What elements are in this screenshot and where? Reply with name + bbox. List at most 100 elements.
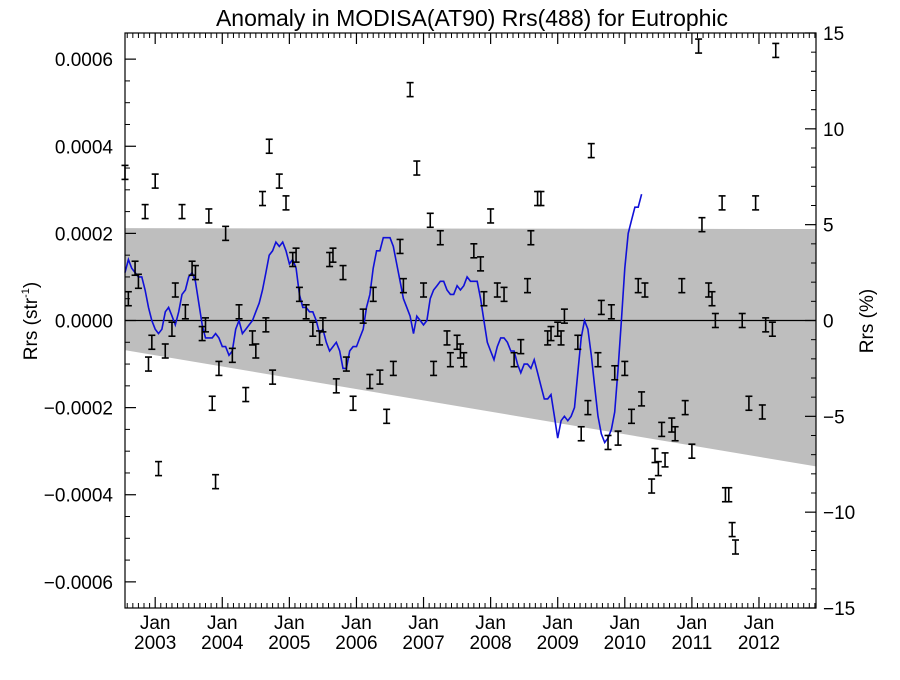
data-point <box>500 286 508 303</box>
smoothed-line-layer <box>124 193 643 445</box>
y-axis-left-label: Rrs (str-1) <box>20 282 42 360</box>
data-point <box>544 330 552 346</box>
data-point <box>202 317 210 333</box>
x-tick-year-label: 2006 <box>335 633 377 654</box>
data-point <box>376 369 384 385</box>
data-point <box>537 190 545 207</box>
data-point <box>242 386 250 403</box>
x-tick-month-label: Jan <box>140 613 171 634</box>
data-point <box>430 360 438 377</box>
data-point <box>574 334 582 351</box>
data-point <box>678 277 686 294</box>
y-right-tick-label: 5 <box>823 216 834 237</box>
data-point <box>705 282 713 298</box>
data-point <box>134 273 142 290</box>
data-point <box>654 460 662 477</box>
y-right-tick-label: −10 <box>823 503 855 524</box>
data-point <box>383 408 391 425</box>
data-point <box>181 303 189 320</box>
data-point <box>758 404 766 420</box>
data-point <box>681 399 689 416</box>
y-right-tick-label: −15 <box>823 599 855 620</box>
data-point <box>614 430 622 446</box>
x-tick-year-label: 2003 <box>134 633 176 654</box>
data-point <box>282 195 290 211</box>
data-point <box>641 282 649 298</box>
data-point <box>711 312 719 329</box>
data-point <box>460 351 468 368</box>
data-point <box>621 360 629 377</box>
data-point <box>326 251 334 268</box>
data-point <box>269 369 277 385</box>
y-left-tick-label: −0.0004 <box>44 486 114 507</box>
data-point <box>762 317 770 333</box>
x-tick-year-label: 2007 <box>402 633 444 654</box>
data-point <box>259 190 267 207</box>
data-point <box>480 290 488 307</box>
axes-layer: −0.0006 −0.0004 −0.0002 0.0000 0.0002 0.0004 0… <box>44 24 855 654</box>
data-point <box>342 356 350 372</box>
data-point <box>436 229 444 246</box>
data-point <box>628 408 636 425</box>
data-point <box>607 303 615 320</box>
data-point <box>708 290 716 307</box>
data-point <box>453 334 461 351</box>
data-point <box>725 486 733 503</box>
data-point <box>648 478 656 494</box>
x-tick-month-label: Jan <box>274 613 305 634</box>
data-point <box>389 360 397 377</box>
data-point <box>772 42 780 59</box>
data-point <box>634 277 642 294</box>
data-point <box>349 395 357 412</box>
data-point <box>178 203 186 220</box>
data-point <box>228 347 236 364</box>
x-tick-month-label: Jan <box>744 613 775 634</box>
x-tick-year-label: 2005 <box>268 633 310 654</box>
x-tick-month-label: Jan <box>341 613 372 634</box>
data-point <box>671 425 679 442</box>
data-point <box>329 247 337 263</box>
data-point <box>584 399 592 416</box>
data-point <box>658 421 666 438</box>
data-point <box>688 443 696 459</box>
data-point <box>487 208 495 224</box>
y-right-tick-label: −5 <box>823 407 845 428</box>
y-left-tick-label: 0.0000 <box>55 312 113 333</box>
data-point <box>728 521 736 538</box>
data-point <box>745 395 753 412</box>
x-tick-month-label: Jan <box>677 613 708 634</box>
data-point <box>141 203 149 220</box>
data-point <box>577 425 585 442</box>
data-point <box>171 282 179 298</box>
data-point <box>554 321 562 338</box>
x-tick-year-label: 2004 <box>201 633 244 654</box>
data-point <box>359 308 367 324</box>
data-point <box>205 208 213 224</box>
data-point <box>302 303 310 320</box>
y-left-tick-label: 0.0006 <box>55 50 113 71</box>
y-left-tick-label: 0.0004 <box>55 137 114 158</box>
data-point <box>198 325 206 342</box>
data-point <box>339 264 347 281</box>
data-point <box>332 378 340 394</box>
y-right-tick-label: 15 <box>823 24 844 45</box>
data-point <box>638 391 646 407</box>
data-point <box>510 351 518 368</box>
data-point <box>191 264 199 281</box>
data-point <box>252 343 260 359</box>
data-point <box>366 373 374 390</box>
data-point <box>668 417 676 433</box>
y-right-tick-label: 0 <box>823 312 834 333</box>
data-point <box>222 225 230 242</box>
data-point <box>248 330 256 346</box>
x-tick-month-label: Jan <box>207 613 238 634</box>
data-point <box>235 303 243 320</box>
x-tick-month-label: Jan <box>609 613 640 634</box>
data-points-layer <box>121 38 780 555</box>
data-point <box>420 282 428 298</box>
y-left-tick-label: 0.0002 <box>55 224 113 245</box>
data-point <box>524 277 532 294</box>
data-point <box>557 330 565 346</box>
data-point <box>443 330 451 346</box>
